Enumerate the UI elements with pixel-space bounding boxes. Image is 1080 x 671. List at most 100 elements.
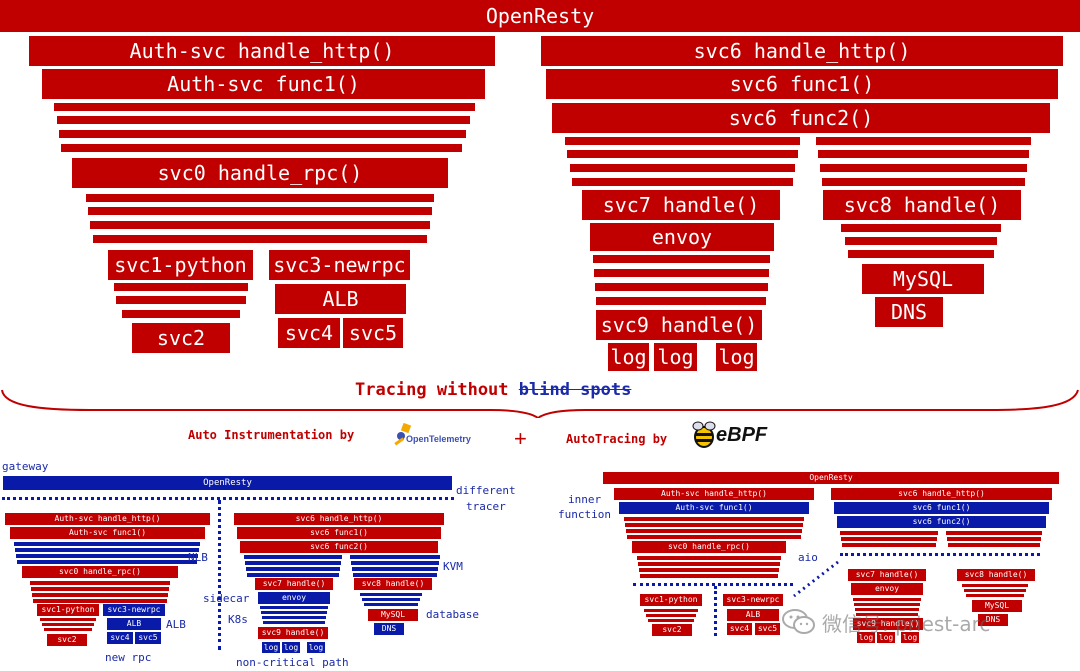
separator-line — [714, 586, 717, 636]
stack-bar — [261, 611, 327, 614]
ebpf-logo: eBPF — [690, 420, 780, 450]
nlb-label: NLB — [188, 551, 208, 564]
stack-bar — [30, 581, 170, 585]
svc4-bar: svc4 — [727, 623, 752, 635]
log-bar: log — [608, 343, 649, 371]
stack-bar — [946, 531, 1042, 535]
stack-bar — [16, 554, 198, 558]
ebpf-logo-text: eBPF — [716, 424, 768, 446]
svc3-newrpc-bar: svc3-newrpc — [269, 250, 410, 280]
opentelemetry-logo-text: OpenTelemetry — [406, 434, 471, 444]
separator-line — [840, 553, 1040, 556]
sidecar-label: sidecar — [203, 592, 250, 605]
svc6-func2-bar: svc6 func2() — [552, 103, 1050, 133]
stack-bar — [648, 619, 694, 622]
svc3-newrpc-bar: svc3-newrpc — [103, 604, 165, 616]
stack-bar — [32, 593, 168, 597]
inner-function-label-2: function — [558, 508, 611, 521]
stack-bar — [845, 237, 997, 245]
stack-bar — [841, 224, 1001, 232]
log-bar: log — [877, 632, 895, 643]
mysql-bar: MySQL — [862, 264, 984, 294]
svc7-handle-bar: svc7 handle() — [848, 569, 926, 581]
stack-bar — [624, 517, 804, 521]
watermark-text: 微信号: priest-arc — [822, 612, 991, 636]
stack-bar — [572, 178, 793, 186]
svc6-handle-http-bar: svc6 handle_http() — [831, 488, 1052, 500]
stack-bar — [352, 567, 438, 571]
mysql-bar: MySQL — [368, 609, 418, 621]
non-critical-path-label: non-critical path — [236, 656, 349, 669]
stack-bar — [567, 150, 798, 158]
envoy-bar: envoy — [258, 592, 330, 604]
stack-bar — [947, 537, 1041, 541]
stack-bar — [816, 137, 1031, 145]
svc0-handle-rpc-bar: svc0 handle_rpc() — [72, 158, 448, 188]
stack-bar — [854, 603, 920, 606]
stack-bar — [565, 137, 800, 145]
auto-instrumentation-label: Auto Instrumentation by — [188, 428, 355, 442]
dns-bar: DNS — [978, 614, 1008, 626]
auth-svc-func1-bar: Auth-svc func1() — [42, 69, 485, 99]
log-bar: log — [716, 343, 757, 371]
stack-bar — [822, 178, 1025, 186]
openresty-root-bar: OpenResty — [3, 476, 452, 490]
database-label: database — [426, 608, 479, 621]
envoy-bar: envoy — [590, 223, 774, 251]
svc8-handle-bar: svc8 handle() — [823, 190, 1021, 220]
svc3-newrpc-bar: svc3-newrpc — [723, 594, 783, 606]
stack-bar — [818, 150, 1029, 158]
stack-bar — [260, 606, 328, 609]
svc5-bar: svc5 — [135, 632, 161, 644]
kvm-label: KVM — [443, 560, 463, 573]
inner-function-label: inner — [568, 493, 602, 506]
wechat-icon — [782, 609, 815, 634]
tracing-title-strike: blind spots — [518, 380, 632, 400]
stack-bar — [638, 562, 780, 566]
stack-bar — [362, 598, 420, 601]
auth-svc-handle-http-bar: Auth-svc handle_http() — [614, 488, 814, 500]
stack-bar — [116, 296, 246, 304]
tracer-label: tracer — [466, 500, 506, 513]
stack-bar — [966, 594, 1024, 597]
svc8-handle-bar: svc8 handle() — [354, 578, 432, 590]
svc2-bar: svc2 — [47, 634, 87, 646]
stack-bar — [122, 310, 240, 318]
stack-bar — [246, 567, 340, 571]
svc1-python-bar: svc1-python — [108, 250, 253, 280]
telescope-icon — [394, 422, 412, 446]
stack-bar — [856, 613, 918, 616]
gateway-label: gateway — [2, 460, 49, 473]
stack-bar — [637, 556, 781, 560]
stack-bar — [962, 584, 1028, 587]
log-bar: log — [654, 343, 697, 371]
svc7-handle-bar: svc7 handle() — [255, 578, 333, 590]
separator-line — [633, 583, 793, 586]
dns-bar: DNS — [875, 297, 943, 327]
openresty-root-bar: OpenResty — [603, 472, 1059, 484]
stack-bar — [262, 616, 326, 619]
stack-bar — [263, 621, 325, 624]
stack-bar — [353, 573, 437, 577]
auth-svc-handle-http-bar: Auth-svc handle_http() — [5, 513, 210, 525]
stack-bar — [964, 589, 1026, 592]
plus-sign: + — [514, 426, 527, 451]
svc4-bar: svc4 — [107, 632, 133, 644]
alb-bar: ALB — [727, 609, 779, 621]
stack-bar — [59, 130, 466, 138]
stack-bar — [639, 568, 779, 572]
dns-bar: DNS — [374, 623, 404, 635]
svc5-bar: svc5 — [343, 318, 403, 348]
new-rpc-label: new rpc — [105, 651, 152, 664]
auth-svc-func1-bar: Auth-svc func1() — [10, 527, 205, 539]
stack-bar — [840, 531, 938, 535]
stack-bar — [247, 573, 339, 577]
svc7-handle-bar: svc7 handle() — [582, 190, 780, 220]
log-bar: log — [307, 642, 325, 653]
svc5-bar: svc5 — [755, 623, 780, 635]
stack-bar — [31, 587, 169, 591]
k8s-label: K8s — [228, 613, 248, 626]
stack-bar — [54, 103, 475, 111]
stack-bar — [245, 561, 341, 565]
svc6-func1-bar: svc6 func1() — [237, 527, 441, 539]
